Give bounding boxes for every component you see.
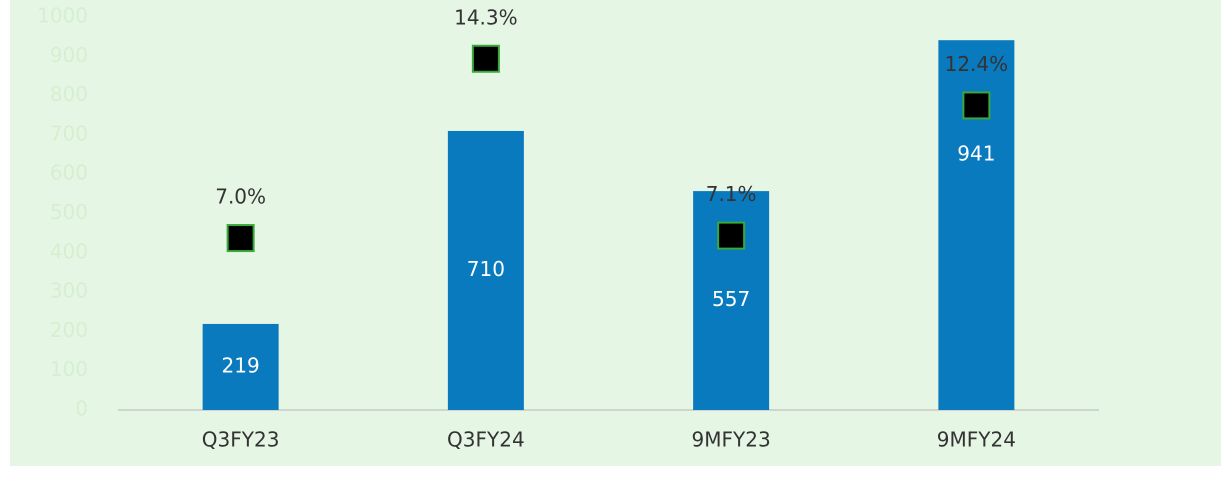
- y-tick-label: 600: [50, 161, 88, 185]
- y-tick-label: 800: [50, 82, 88, 106]
- x-tick-label: Q3FY23: [202, 428, 280, 452]
- marker: [226, 224, 255, 253]
- bar-value-label: 710: [467, 257, 505, 281]
- y-tick-label: 700: [50, 121, 88, 145]
- y-tick-label: 0: [75, 397, 88, 421]
- bar-value-label: 219: [222, 353, 260, 377]
- y-tick-label: 400: [50, 239, 88, 263]
- bar-value-label: 557: [712, 287, 750, 311]
- x-tick-label: 9MFY23: [692, 428, 771, 452]
- marker-value-label: 14.3%: [454, 5, 518, 29]
- y-tick-label: 900: [50, 43, 88, 67]
- x-tick-label: 9MFY24: [937, 428, 1016, 452]
- bar: [447, 130, 524, 410]
- marker-value-label: 12.4%: [945, 52, 1009, 76]
- y-tick-label: 100: [50, 357, 88, 381]
- marker: [471, 44, 500, 73]
- marker-value-label: 7.0%: [215, 185, 266, 209]
- marker-value-label: 7.1%: [706, 182, 757, 206]
- marker: [717, 221, 746, 250]
- y-tick-label: 200: [50, 318, 88, 342]
- marker: [962, 91, 991, 120]
- x-tick-label: Q3FY24: [447, 428, 525, 452]
- bar-value-label: 941: [957, 142, 995, 166]
- bar: [202, 323, 279, 410]
- chart-background: [10, 0, 1221, 466]
- y-tick-label: 1000: [37, 4, 88, 28]
- y-tick-label: 500: [50, 200, 88, 224]
- y-tick-label: 300: [50, 279, 88, 303]
